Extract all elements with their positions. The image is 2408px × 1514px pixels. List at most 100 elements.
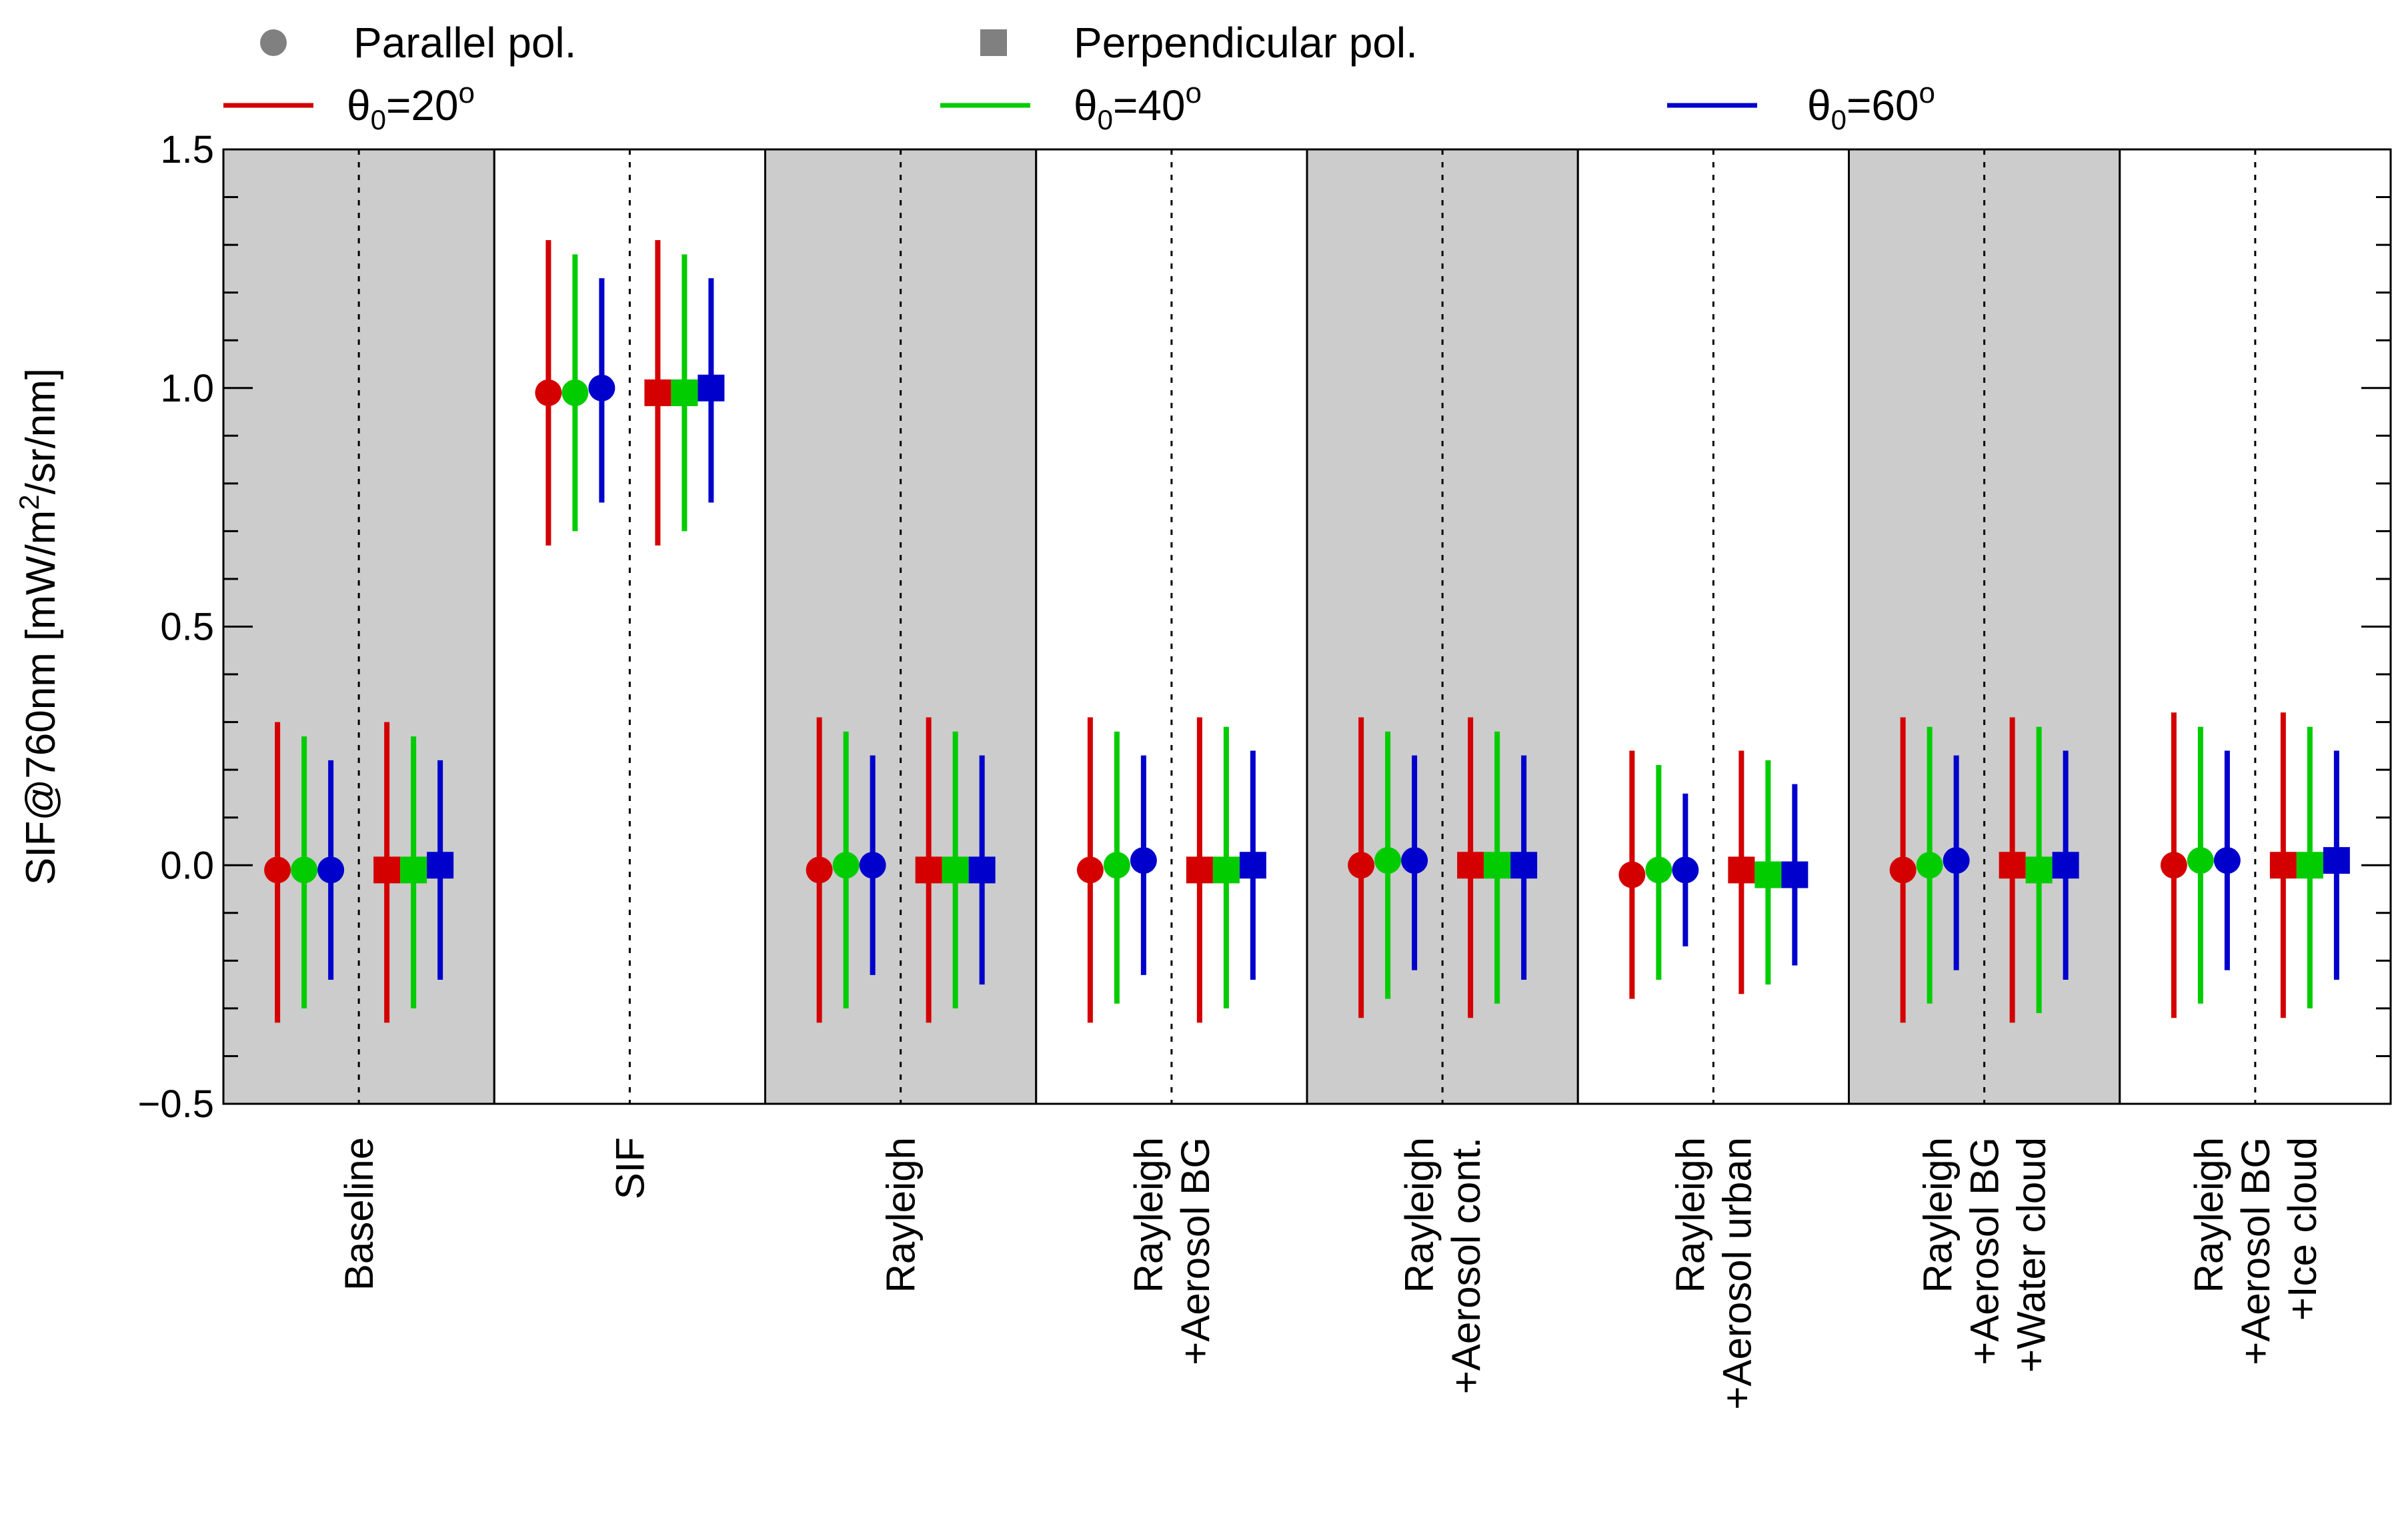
category-label-8-3: +Ice cloud [2280,1137,2325,1321]
marker-parallel-8-1 [2160,852,2187,879]
y-axis: −0.5 0.0 0.5 1.0 1.5 [138,128,2391,1126]
category-label-7-1: Rayleigh [1916,1137,1961,1293]
legend-series-label-3: θ0=60o [1807,77,1935,135]
category-label-4-1: Rayleigh [1126,1137,1171,1293]
ytick-label: 0.5 [160,606,214,649]
marker-parallel-4-1 [1076,856,1104,884]
data-marks [264,239,2350,1023]
legend-theta: θ [347,81,371,129]
panel-8 [2119,148,2392,1105]
marker-perpendicular-4-2 [1212,856,1240,884]
category-label-3-1: Rayleigh [879,1137,924,1293]
marker-parallel-7-2 [1916,852,1943,879]
marker-perpendicular-7-2 [2025,856,2053,884]
marker-parallel-1-2 [291,856,318,884]
legend-degree: o [459,77,475,109]
marker-perpendicular-6-2 [1754,861,1782,888]
legend-marker-label-1: Parallel pol. [353,19,576,67]
marker-parallel-3-1 [806,856,833,884]
marker-parallel-7-1 [1889,856,1917,884]
marker-parallel-6-3 [1672,856,1699,884]
marker-perpendicular-3-2 [942,856,969,884]
marker-parallel-1-3 [317,856,345,884]
marker-perpendicular-6-1 [1728,856,1755,884]
panel-7 [1848,148,2121,1105]
legend-marker-circle [260,29,287,56]
category-label-5-1: Rayleigh [1397,1137,1442,1293]
category-label-8-1: Rayleigh [2187,1137,2231,1293]
panel-4 [1035,148,1308,1105]
legend-sub: 0 [371,104,386,135]
marker-parallel-8-2 [2187,847,2214,874]
plot-frame [222,148,2392,1105]
marker-parallel-5-2 [1374,847,1402,874]
y-axis-label: SIF@760nm [mW/m2/sr/nm] [13,368,64,885]
marker-perpendicular-5-2 [1484,852,1511,879]
marker-perpendicular-8-2 [2296,852,2323,879]
category-label-6-1: Rayleigh [1668,1137,1712,1293]
marker-perpendicular-2-2 [671,379,698,406]
legend-theta: θ [1807,81,1831,129]
panel-2 [493,148,766,1105]
marker-parallel-6-2 [1645,856,1672,884]
marker-perpendicular-6-3 [1781,861,1809,888]
panel-1 [222,148,495,1105]
category-label-5-2: +Aerosol cont. [1444,1137,1488,1394]
category-label-6-2: +Aerosol urban [1714,1137,1759,1410]
category-panels [222,148,2392,1105]
legend-value: =40 [1113,81,1186,129]
marker-parallel-4-3 [1130,847,1157,874]
marker-parallel-5-3 [1401,847,1428,874]
marker-perpendicular-5-1 [1457,852,1484,879]
legend-degree: o [1186,77,1202,109]
legend-sub: 0 [1831,104,1847,135]
marker-perpendicular-8-1 [2269,852,2297,879]
y-axis-label-main: SIF@760nm [mW/m [18,510,64,885]
marker-perpendicular-5-3 [1510,852,1538,879]
marker-parallel-4-2 [1103,852,1130,879]
marker-parallel-2-1 [535,379,562,406]
marker-parallel-2-2 [561,379,589,406]
marker-perpendicular-1-3 [427,852,454,879]
y-axis-label-group: SIF@760nm [mW/m2/sr/nm] [13,368,64,885]
marker-perpendicular-4-1 [1186,856,1213,884]
legend-degree: o [1919,77,1935,109]
category-labels: Baseline SIF Rayleigh Rayleigh +Aerosol BG Ra… [337,1137,2325,1410]
category-label-4-2: +Aerosol BG [1173,1137,1218,1365]
marker-perpendicular-4-3 [1239,852,1266,879]
legend-value: =60 [1847,81,1919,129]
category-label-7-2: +Aerosol BG [1963,1137,2007,1365]
marker-perpendicular-3-3 [968,856,996,884]
legend-theta: θ [1074,81,1098,129]
marker-perpendicular-1-2 [400,856,427,884]
marker-parallel-6-1 [1618,861,1646,888]
legend: Parallel pol. Perpendicular pol.θ0=20o θ0=… [223,19,1935,135]
marker-perpendicular-2-3 [698,374,725,402]
marker-parallel-1-1 [264,856,291,884]
marker-parallel-3-3 [859,852,886,879]
marker-parallel-3-2 [832,852,860,879]
marker-parallel-7-3 [1943,847,1970,874]
legend-series-label-2: θ0=40o [1074,77,1202,135]
marker-perpendicular-7-3 [2052,852,2079,879]
category-label-8-2: +Aerosol BG [2233,1137,2278,1365]
ytick-label: −0.5 [138,1082,215,1126]
legend-value: =20 [386,81,459,129]
category-label-7-3: +Water cloud [2009,1137,2054,1373]
legend-marker-label-2: Perpendicular pol. [1074,19,1418,67]
category-label-1-1: Baseline [337,1137,381,1291]
y-axis-label-sup: 2 [13,494,45,510]
marker-parallel-8-3 [2213,847,2241,874]
marker-perpendicular-1-1 [373,856,401,884]
panel-5 [1306,148,1579,1105]
marker-parallel-5-1 [1348,852,1375,879]
y-axis-label-rest: /sr/nm] [18,368,64,494]
category-label-2-1: SIF [608,1137,652,1199]
panel-6 [1576,148,1850,1105]
marker-perpendicular-8-3 [2323,847,2350,874]
marker-perpendicular-2-1 [644,379,672,406]
ytick-label: 1.0 [160,367,214,410]
ytick-label: 1.5 [160,128,214,171]
marker-parallel-2-3 [588,374,616,402]
